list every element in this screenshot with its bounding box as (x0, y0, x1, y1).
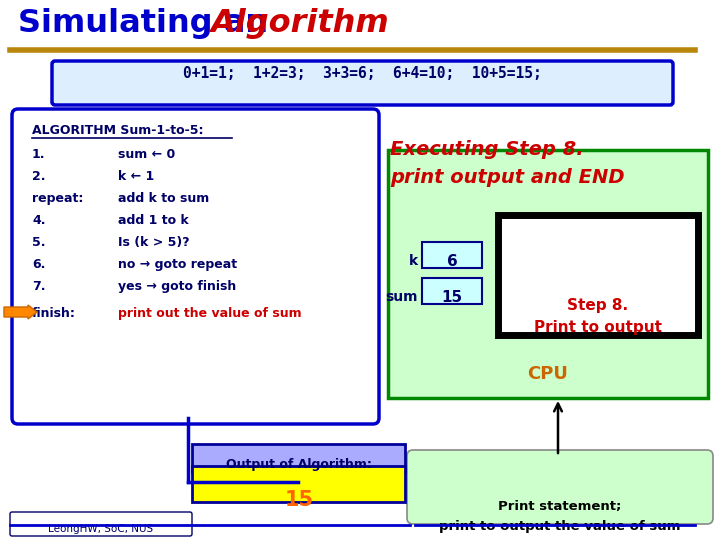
FancyBboxPatch shape (192, 444, 405, 472)
Text: 2.: 2. (32, 170, 45, 183)
Text: 6: 6 (446, 254, 457, 269)
FancyBboxPatch shape (12, 109, 379, 424)
Text: Algorithm: Algorithm (210, 8, 389, 39)
Text: 15: 15 (284, 490, 314, 510)
FancyBboxPatch shape (407, 450, 713, 524)
Text: k ← 1: k ← 1 (118, 170, 154, 183)
Text: Is (k > 5)?: Is (k > 5)? (118, 236, 189, 249)
Text: Print to output: Print to output (534, 320, 662, 335)
Text: CPU: CPU (528, 365, 568, 383)
Text: repeat:: repeat: (32, 192, 84, 205)
Text: sum: sum (385, 290, 418, 304)
Text: 15: 15 (441, 290, 462, 305)
Text: Output of Algorithm:: Output of Algorithm: (226, 458, 372, 471)
Text: Simulating an: Simulating an (18, 8, 279, 39)
Text: LeongHW, SoC, NUS: LeongHW, SoC, NUS (48, 524, 153, 534)
FancyBboxPatch shape (498, 215, 698, 335)
Text: add 1 to k: add 1 to k (118, 214, 189, 227)
Text: Step 8.: Step 8. (567, 298, 629, 313)
Text: no → goto repeat: no → goto repeat (118, 258, 237, 271)
Text: Print statement;: Print statement; (498, 500, 621, 513)
Text: 6.: 6. (32, 258, 45, 271)
FancyBboxPatch shape (52, 61, 673, 105)
Text: 1.: 1. (32, 148, 45, 161)
Text: ALGORITHM Sum-1-to-5:: ALGORITHM Sum-1-to-5: (32, 124, 204, 137)
FancyArrow shape (4, 305, 37, 319)
FancyBboxPatch shape (388, 150, 708, 398)
Text: sum ← 0: sum ← 0 (118, 148, 175, 161)
Text: finish:: finish: (32, 307, 76, 320)
FancyBboxPatch shape (10, 512, 192, 536)
Text: 7.: 7. (32, 280, 45, 293)
Text: add k to sum: add k to sum (118, 192, 210, 205)
Text: print out the value of sum: print out the value of sum (118, 307, 302, 320)
FancyBboxPatch shape (192, 466, 405, 502)
Text: print output and END: print output and END (390, 168, 625, 187)
Text: k: k (409, 254, 418, 268)
Text: 0+1=1;  1+2=3;  3+3=6;  6+4=10;  10+5=15;: 0+1=1; 1+2=3; 3+3=6; 6+4=10; 10+5=15; (183, 66, 541, 81)
Text: 5.: 5. (32, 236, 45, 249)
Text: Executing Step 8.: Executing Step 8. (390, 140, 584, 159)
Text: yes → goto finish: yes → goto finish (118, 280, 236, 293)
Text: print to output the value of sum: print to output the value of sum (439, 520, 680, 533)
Text: 4.: 4. (32, 214, 45, 227)
FancyBboxPatch shape (422, 242, 482, 268)
FancyBboxPatch shape (422, 278, 482, 304)
